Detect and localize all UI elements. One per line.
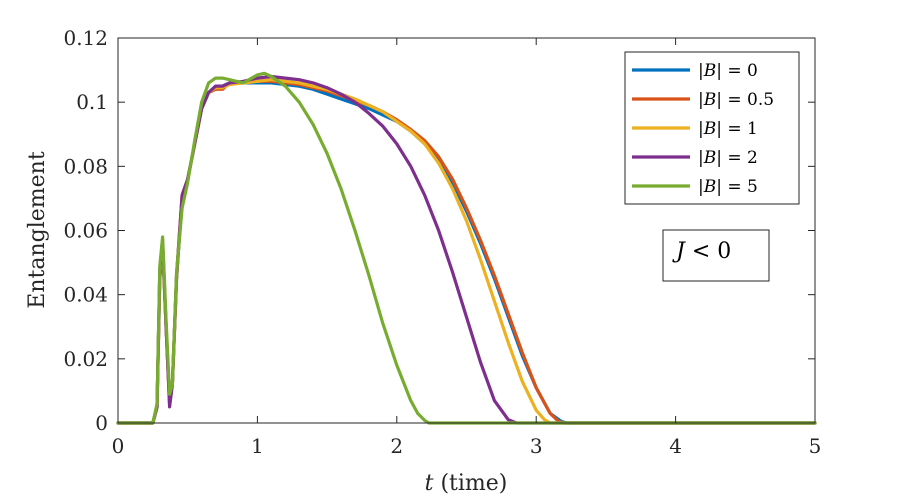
x-tick-label: 4 [669, 434, 682, 458]
tick-layer: 0 1 2 3 4 5 0 0.02 0.04 0.06 0.08 0.1 0.12 [63, 26, 821, 458]
x-tick-label: 2 [390, 434, 403, 458]
legend-items: |B| = 0 |B| = 0.5 |B| = 1 |B| = 2 |B| = 5 [632, 61, 774, 197]
y-tick-label: 0.02 [63, 347, 108, 371]
legend-label-1: |B| = 0.5 [698, 90, 774, 110]
annotation: J < 0 [662, 229, 770, 282]
y-tick-label: 0 [95, 411, 108, 435]
x-axis-label: t (time) [425, 471, 508, 496]
legend-label-0: |B| = 0 [698, 61, 758, 81]
annotation-box [662, 229, 770, 282]
legend-label-3: |B| = 2 [698, 148, 758, 168]
annotation-text: J < 0 [672, 239, 731, 264]
legend-label-4: |B| = 5 [698, 177, 758, 197]
y-tick-label: 0.12 [63, 26, 108, 50]
legend-label-2: |B| = 1 [698, 119, 758, 139]
x-tick-label: 0 [112, 434, 125, 458]
x-tick-label: 5 [809, 434, 822, 458]
x-tick-label: 3 [530, 434, 543, 458]
y-axis-label: Entanglement [25, 151, 50, 309]
series-line-4 [116, 71, 817, 425]
legend: |B| = 0 |B| = 0.5 |B| = 1 |B| = 2 |B| = 5 [624, 51, 800, 205]
y-tick-label: 0.1 [76, 90, 108, 114]
series-layer [116, 71, 817, 425]
y-tick-label: 0.08 [63, 154, 108, 178]
y-tick-label: 0.04 [63, 283, 108, 307]
x-tick-label: 1 [251, 434, 264, 458]
y-tick-label: 0.06 [63, 219, 108, 243]
